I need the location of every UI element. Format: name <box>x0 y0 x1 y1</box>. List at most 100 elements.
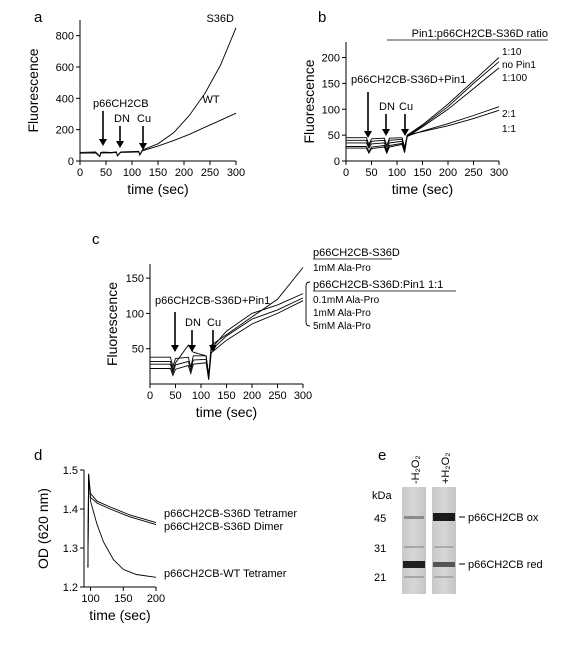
legend-group1-item: 1mM Ala-Pro <box>313 263 371 274</box>
y-tick-label: 1.4 <box>63 504 78 516</box>
gel-marker-31: 31 <box>374 543 386 555</box>
x-axis-title: time (sec) <box>392 181 453 197</box>
gel-band-label-red: p66CH2CB red <box>468 559 543 571</box>
series-label-1-100: 1:100 <box>502 73 527 84</box>
annotation-arrow-cu-head <box>401 129 409 136</box>
series-label-s36d-tetramer: p66CH2CB-S36D Tetramer <box>164 508 297 520</box>
panel-letter-d: d <box>34 447 42 464</box>
y-tick-label: 0 <box>334 156 340 168</box>
annotation-dn: DN <box>379 101 395 113</box>
gel-band-red-lane2 <box>433 562 455 567</box>
gel-band-faint <box>434 546 454 548</box>
y-axis-title: Fluorescence <box>104 282 120 366</box>
x-tick-label: 100 <box>123 167 141 179</box>
series-label-wt-tetramer: p66CH2CB-WT Tetramer <box>164 568 287 580</box>
series-label-2-1: 2:1 <box>502 109 516 120</box>
series-line-1 <box>79 27 237 158</box>
annotation-cu: Cu <box>399 101 413 113</box>
x-tick-label: 50 <box>365 167 377 179</box>
annotation-arrow-dn-head <box>188 345 196 352</box>
x-axis-title: time (sec) <box>127 181 188 197</box>
x-tick-label: 0 <box>147 390 153 402</box>
series-line-3 <box>346 67 500 155</box>
annotation-arrow-p66ch2cb-head <box>99 139 107 146</box>
legend-group2-item: 5mM Ala-Pro <box>313 321 371 332</box>
gel-marker-21: 21 <box>374 572 386 584</box>
x-tick-label: 50 <box>100 167 112 179</box>
panel-letter-b: b <box>318 9 326 26</box>
series-label-wt: WT <box>202 94 219 106</box>
series-label-no-pin1: no Pin1 <box>502 60 536 71</box>
x-axis-title: time (sec) <box>89 607 150 623</box>
gel-marker-45: 45 <box>374 513 386 525</box>
y-tick-label: 1.5 <box>63 465 78 477</box>
series-line-3 <box>150 297 304 379</box>
x-tick-label: 150 <box>413 167 431 179</box>
annotation-arrow-cu-head <box>139 143 147 150</box>
annotation-cu: Cu <box>207 317 221 329</box>
x-tick-label: 300 <box>227 167 245 179</box>
panel-letter-e: e <box>378 447 386 464</box>
panel-letter-a: a <box>34 9 43 26</box>
series-line-1 <box>87 473 157 568</box>
y-axis-title: Fluorescence <box>301 59 317 143</box>
annotation-arrow-p66ch2cb-head <box>171 345 179 352</box>
x-tick-label: 200 <box>439 167 457 179</box>
gel-band-red-lane1 <box>403 561 425 568</box>
y-tick-label: 150 <box>322 78 340 90</box>
x-tick-label: 150 <box>149 167 167 179</box>
y-tick-label: 0 <box>68 156 74 168</box>
panel-b-chart: 0 50 100 150 200 250 300 0 50 100 150 200 time (sec)… <box>301 28 548 197</box>
annotation-p66ch2cb-s36d-pin1: p66CH2CB-S36D+Pin1 <box>155 295 270 307</box>
x-tick-label: 250 <box>464 167 482 179</box>
y-tick-label: 1.2 <box>63 582 78 594</box>
annotation-p66ch2cb: p66CH2CB <box>93 98 149 110</box>
x-tick-label: 200 <box>175 167 193 179</box>
y-tick-label: 100 <box>322 104 340 116</box>
gel-lane-label-plus: +H₂O₂ <box>440 453 452 484</box>
panel-c-chart: 0 50 100 150 200 250 300 50 100 150 time (sec) Fluo… <box>104 247 456 420</box>
series-line-5 <box>346 109 500 148</box>
gel-band-ox-lane2 <box>433 513 455 521</box>
x-tick-label: 100 <box>81 593 99 605</box>
y-tick-label: 800 <box>56 31 74 43</box>
x-tick-label: 150 <box>217 390 235 402</box>
annotation-arrow-dn-head <box>382 129 390 136</box>
panel-e-gel: kDa 45 31 21 -H₂O₂ +H₂O₂ p66CH2CB ox p66… <box>372 453 543 594</box>
x-tick-label: 200 <box>147 593 165 605</box>
x-tick-label: 200 <box>243 390 261 402</box>
series-line-4 <box>346 106 500 149</box>
y-tick-label: 50 <box>132 344 144 356</box>
y-tick-label: 400 <box>56 93 74 105</box>
series-line-2 <box>79 112 237 158</box>
gel-band-faint <box>404 516 424 519</box>
annotation-dn: DN <box>185 317 201 329</box>
series-line-4 <box>150 300 304 380</box>
annotation-dn: DN <box>114 113 130 125</box>
gel-band-faint <box>404 576 424 578</box>
x-tick-label: 250 <box>201 167 219 179</box>
y-tick-label: 150 <box>126 273 144 285</box>
series-line-1 <box>150 267 304 376</box>
panel-letter-c: c <box>92 231 100 248</box>
x-tick-label: 300 <box>294 390 312 402</box>
series-label-s36d: S36D <box>206 13 234 25</box>
y-axis-title: Fluorescence <box>25 48 41 132</box>
x-tick-label: 100 <box>192 390 210 402</box>
y-tick-label: 200 <box>322 53 340 65</box>
series-line-3 <box>87 473 157 578</box>
x-tick-label: 150 <box>114 593 132 605</box>
annotation-cu: Cu <box>137 113 151 125</box>
x-tick-label: 0 <box>77 167 83 179</box>
panel-a-chart: 0 50 100 150 200 250 300 0 200 400 600 800 time (sec… <box>25 13 245 197</box>
gel-band-label-ox: p66CH2CB ox <box>468 512 539 524</box>
y-tick-label: 600 <box>56 62 74 74</box>
series-label-1-10: 1:10 <box>502 47 522 58</box>
y-axis-title: OD (620 nm) <box>35 488 51 569</box>
series-label-1-1: 1:1 <box>502 124 516 135</box>
series-line-1 <box>346 57 500 151</box>
legend-brace <box>305 281 311 327</box>
series-line-2 <box>150 293 304 377</box>
gel-kda-label: kDa <box>372 490 392 502</box>
legend-group2-title: p66CH2CB-S36D:Pin1 1:1 <box>313 279 443 291</box>
